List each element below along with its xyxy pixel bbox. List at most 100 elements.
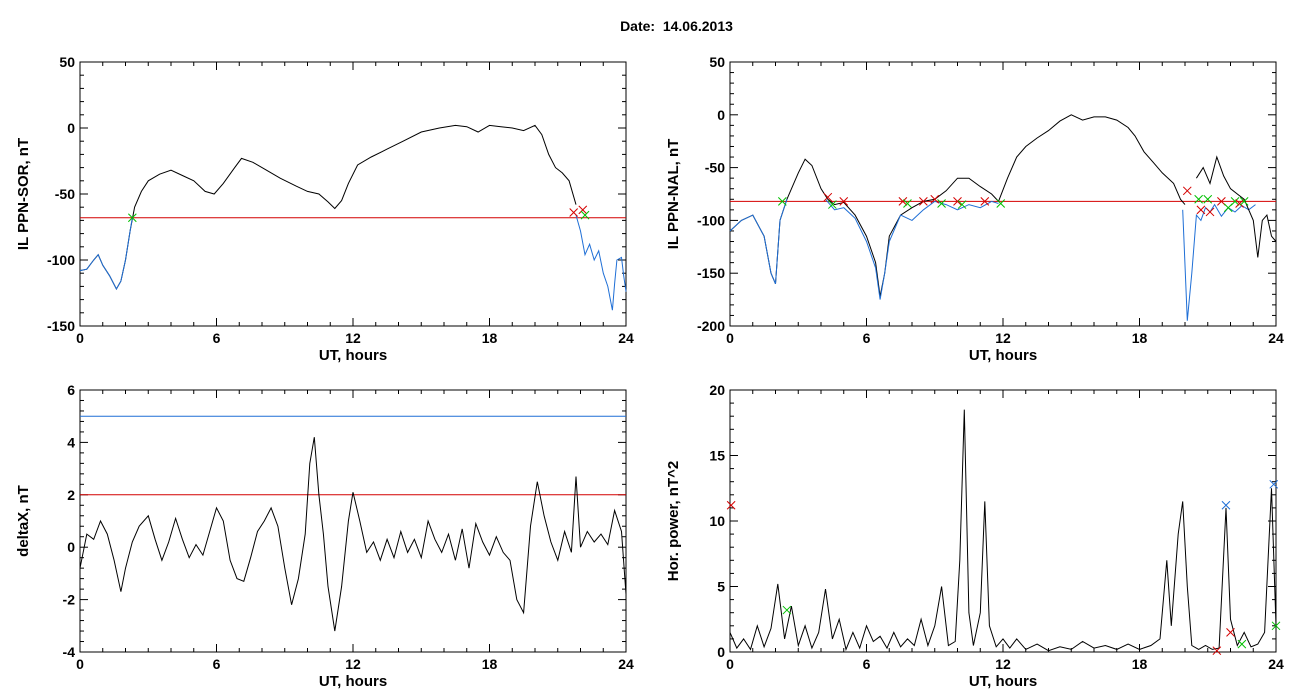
cross-marker	[898, 197, 908, 206]
cross-marker	[953, 197, 962, 206]
cross-marker	[1221, 500, 1231, 510]
x-tick-label: 6	[213, 656, 221, 672]
x-tick-label: 12	[995, 656, 1011, 672]
cross-marker-stroke	[919, 197, 928, 206]
cross-marker-stroke	[726, 500, 736, 510]
plot-frame	[79, 389, 627, 653]
cross-marker-stroke	[980, 197, 990, 206]
cross-marker-stroke	[823, 192, 833, 202]
cross-marker-stroke	[1205, 207, 1215, 217]
cross-marker-stroke	[898, 197, 908, 206]
cross-marker-stroke	[782, 605, 792, 615]
y-tick-label: -100	[47, 252, 75, 268]
x-tick-label: 6	[213, 330, 221, 346]
x-tick-label: 24	[1268, 330, 1284, 346]
cross-marker	[903, 199, 912, 208]
cross-marker-stroke	[1194, 194, 1204, 204]
cross-marker	[937, 199, 946, 208]
x-tick-label: 18	[482, 656, 498, 672]
cross-marker	[1205, 207, 1215, 217]
x-axis-label: UT, hours	[969, 347, 1037, 364]
y-tick-label: 0	[67, 539, 75, 555]
series-line	[729, 199, 788, 284]
x-tick-label: 0	[76, 656, 84, 672]
series-line	[729, 409, 1277, 652]
series-line	[1195, 155, 1277, 258]
y-tick-label: -150	[697, 265, 725, 281]
y-tick-label: -100	[697, 212, 725, 228]
series-line	[825, 198, 999, 300]
y-tick-label: 0	[717, 107, 725, 123]
x-axis-label: UT, hours	[969, 673, 1037, 690]
cross-marker-stroke	[777, 197, 787, 206]
y-tick-label: 50	[709, 54, 725, 70]
cross-marker-stroke	[1269, 479, 1279, 489]
x-tick-label: 18	[482, 330, 498, 346]
cross-marker-stroke	[1212, 646, 1222, 656]
plot-frame	[79, 61, 627, 327]
cross-marker-stroke	[1239, 197, 1249, 206]
y-tick-label: 50	[59, 54, 75, 70]
y-tick-label: -2	[63, 592, 76, 608]
x-tick-label: 18	[1132, 656, 1148, 672]
cross-marker	[1239, 197, 1249, 206]
cross-marker-stroke	[953, 197, 962, 206]
series-line	[79, 124, 577, 291]
cross-marker	[127, 213, 137, 223]
x-axis-label: UT, hours	[319, 673, 387, 690]
x-tick-label: 12	[345, 330, 361, 346]
y-axis-label: IL PPN-NAL, nT	[665, 139, 682, 250]
x-tick-label: 18	[1132, 330, 1148, 346]
cross-marker	[580, 210, 590, 220]
chart-panel-1: 0 6 12 18 24 -150 -100 -50 0 50 UT, hours IL PPN-SO…	[15, 54, 634, 364]
x-tick-label: 6	[863, 656, 871, 672]
cross-marker-stroke	[930, 194, 940, 204]
cross-marker	[1203, 194, 1213, 204]
cross-marker-stroke	[569, 208, 579, 217]
cross-marker-stroke	[839, 197, 849, 206]
x-axis-label: UT, hours	[319, 347, 387, 364]
x-tick-label: 12	[345, 656, 361, 672]
y-tick-label: 10	[709, 513, 725, 529]
x-tick-label: 0	[726, 656, 734, 672]
cross-marker	[930, 194, 940, 204]
cross-marker	[1212, 646, 1222, 656]
cross-marker-stroke	[578, 205, 588, 215]
cross-marker	[1182, 186, 1192, 196]
cross-marker-stroke	[1226, 627, 1235, 637]
cross-marker	[1196, 205, 1206, 215]
cross-marker	[1269, 479, 1279, 489]
y-axis-label: Hor. power, nT^2	[665, 461, 682, 581]
x-tick-label: 12	[995, 330, 1011, 346]
x-tick-label: 6	[863, 330, 871, 346]
cross-marker	[726, 500, 736, 510]
y-tick-label: 20	[709, 382, 725, 398]
cross-marker-stroke	[1221, 500, 1231, 510]
y-tick-label: -200	[697, 318, 725, 334]
cross-marker-stroke	[1271, 621, 1281, 631]
x-tick-label: 0	[726, 330, 734, 346]
y-tick-label: 0	[67, 120, 75, 136]
cross-marker	[1194, 194, 1204, 204]
y-axis-label: deltaX, nT	[15, 485, 32, 557]
x-tick-label: 0	[76, 330, 84, 346]
cross-marker	[1237, 639, 1247, 649]
cross-marker-stroke	[1235, 199, 1244, 208]
plot-frame	[729, 61, 1277, 327]
y-tick-label: 0	[717, 644, 725, 660]
chart-panel-4: 0 6 12 18 24 0 5 10 15 20 UT, hours Hor. power, nT^…	[665, 382, 1284, 690]
x-tick-label: 24	[618, 656, 634, 672]
cross-marker	[828, 200, 837, 209]
page-title: Date: 14.06.2013	[620, 18, 733, 34]
cross-marker-stroke	[996, 199, 1006, 208]
cross-marker-stroke	[957, 200, 967, 209]
cross-marker-stroke	[127, 213, 137, 223]
cross-marker	[957, 200, 967, 209]
cross-marker	[823, 192, 833, 202]
y-tick-label: 5	[717, 579, 725, 595]
cross-marker	[777, 197, 787, 206]
series-line	[575, 214, 627, 311]
y-tick-label: -50	[705, 160, 725, 176]
y-tick-label: 6	[67, 382, 75, 398]
